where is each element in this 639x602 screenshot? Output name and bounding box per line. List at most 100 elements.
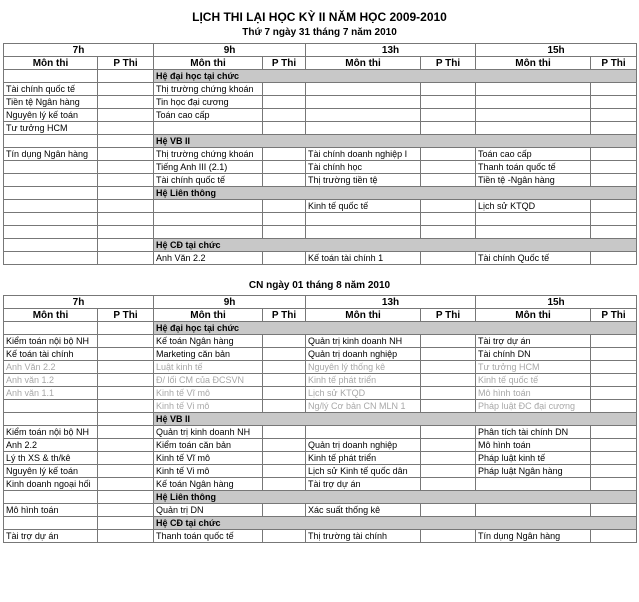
cell (305, 82, 422, 96)
time-header: 13h (305, 295, 477, 309)
time-row: 7h 9h 13h 15h (2, 43, 638, 57)
time-header: 13h (305, 43, 477, 57)
cell (96, 147, 155, 161)
cell: Tài chính quốc tế (153, 173, 264, 187)
time-header: 15h (475, 43, 638, 57)
cell (96, 321, 155, 335)
cell (153, 225, 264, 239)
cell (590, 108, 638, 122)
column-header: P Thi (96, 308, 155, 322)
cell: Tài trợ dự án (3, 529, 98, 543)
cell (262, 399, 307, 413)
row: Kiểm toán nội bộ NH Quản trị kinh doanh N… (3, 425, 638, 439)
cell (420, 464, 477, 478)
column-header: Môn thi (305, 56, 422, 70)
cell: Anh văn 1.1 (3, 386, 98, 400)
cell: Tiếng Anh III (2.1) (153, 160, 264, 174)
cell (420, 147, 477, 161)
cell (96, 134, 155, 148)
row: Kinh tế Vi mô Ng/lý Cơ bản CN MLN 1 Pháp l… (3, 399, 638, 413)
cell (305, 95, 422, 109)
cell (262, 386, 307, 400)
cell: Đ/ lối CM của ĐCSVN (153, 373, 264, 387)
cell: Toán cao cấp (475, 147, 592, 161)
row: Tư tưởng HCM (3, 121, 638, 135)
cell: Lịch sử Kinh tế quốc dân (305, 464, 422, 478)
cell (590, 503, 638, 517)
cell: Tư tưởng HCM (3, 121, 98, 135)
cell (420, 173, 477, 187)
cell: Tài chính doanh nghiệp I (305, 147, 422, 161)
cell (96, 173, 155, 187)
cell (96, 464, 155, 478)
cell (420, 399, 477, 413)
cell (262, 82, 307, 96)
row: Tiếng Anh III (2.1) Tài chính học Thanh to… (3, 160, 638, 174)
cell (590, 160, 638, 174)
cell: Kế toán tài chính (3, 347, 98, 361)
cell (590, 464, 638, 478)
row: Hệ CĐ tại chức (3, 238, 638, 252)
cell: Kiểm toán nội bộ NH (3, 425, 98, 439)
cell (96, 225, 155, 239)
cell: Xác suất thống kê (305, 503, 422, 517)
cell (262, 334, 307, 348)
cell (475, 82, 592, 96)
cell (262, 160, 307, 174)
cell (96, 399, 155, 413)
cell (96, 334, 155, 348)
column-header: P Thi (420, 308, 477, 322)
cell (3, 160, 98, 174)
section-label: Hệ VB II (153, 412, 638, 426)
section-label: Hệ CĐ tại chức (153, 516, 638, 530)
row: Lý th XS & th/kê Kinh tế Vĩ mô Kinh tế phá… (3, 451, 638, 465)
row: Kiểm toán nội bộ NH Kế toán Ngân hàng Quản… (3, 334, 638, 348)
cell: Quản trị kinh doanh NH (153, 425, 264, 439)
cell: Mô hình toán (475, 438, 592, 452)
cell (305, 108, 422, 122)
subtitle: Thứ 7 ngày 31 tháng 7 năm 2010 (242, 27, 397, 38)
cell: Kinh tế Vĩ mô (153, 451, 264, 465)
row: Tài trợ dự án Thanh toán quốc tế Thị trườn… (3, 529, 638, 543)
cell (590, 399, 638, 413)
cell (590, 82, 638, 96)
cell: Thị trường chứng khoán (153, 147, 264, 161)
cell (590, 477, 638, 491)
cell: Thanh toán quốc tế (475, 160, 592, 174)
cell: Anh văn 1.2 (3, 373, 98, 387)
cell: Thị trường tài chính (305, 529, 422, 543)
cell (475, 225, 592, 239)
cell (590, 360, 638, 374)
schedule-table: 7h 9h 13h 15h Môn thi P Thi Môn thi P Thi Môn th… (2, 295, 638, 543)
row: Hệ VB II (3, 134, 638, 148)
cell (262, 529, 307, 543)
cell: Tài chính Quốc tế (475, 251, 592, 265)
cell (420, 82, 477, 96)
cell (420, 360, 477, 374)
section-label: Hệ đại học tại chức (153, 69, 638, 83)
cell (420, 334, 477, 348)
cell (475, 212, 592, 226)
cell: Quản trị DN (153, 503, 264, 517)
cell (590, 251, 638, 265)
cell (420, 121, 477, 135)
column-header: Môn thi (3, 308, 98, 322)
time-header: 7h (2, 295, 155, 309)
cell: Kinh tế Vĩ mô (153, 386, 264, 400)
cell (96, 199, 155, 213)
schedule-table: 7h 9h 13h 15h Môn thi P Thi Môn thi P Thi Môn th… (2, 43, 638, 265)
cell: Kinh tế quốc tế (475, 373, 592, 387)
cell (96, 186, 155, 200)
cell (590, 347, 638, 361)
cell (3, 516, 98, 530)
section-label: Hệ CĐ tại chức (153, 238, 638, 252)
cell (3, 134, 98, 148)
cell: Tín dụng Ngân hàng (475, 529, 592, 543)
cell: Tư tưởng HCM (475, 360, 592, 374)
cell: Kinh tế quốc tế (305, 199, 422, 213)
cell: Kinh tế Vi mô (153, 464, 264, 478)
cell (96, 425, 155, 439)
cell: Mô hình toán (3, 503, 98, 517)
cell: Tài trợ dự án (305, 477, 422, 491)
cell (420, 199, 477, 213)
